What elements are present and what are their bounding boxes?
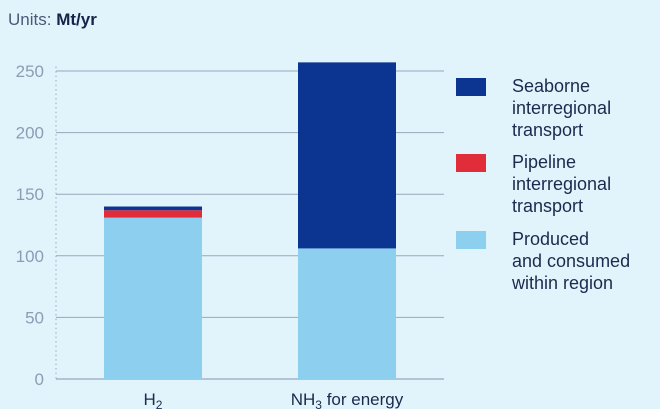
y-tick-label-100: 100	[16, 247, 44, 266]
y-tick-label-0: 0	[35, 370, 44, 389]
y-tick-label-250: 250	[16, 62, 44, 81]
y-tick-labels: 0 50 100 150 200 250	[16, 62, 44, 389]
legend-swatch-0	[456, 78, 486, 96]
x-category-label-0: H2	[144, 390, 163, 409]
bar-nh3-series-2	[298, 62, 396, 249]
y-tick-label-150: 150	[16, 185, 44, 204]
legend-label-1: Pipeline interregional transport	[512, 152, 612, 216]
units-label: Units:	[8, 10, 52, 29]
bar-h2-series-0	[104, 217, 202, 379]
legend-label-0: Seaborne interregional transport	[512, 76, 612, 140]
bars	[104, 62, 396, 379]
bar-h2-series-1	[104, 210, 202, 218]
units-value: Mt/yr	[56, 10, 97, 29]
bar-h2-series-2	[104, 206, 202, 211]
legend-label-2: Produced and consumed within region	[512, 229, 631, 293]
y-tick-label-50: 50	[25, 308, 44, 327]
x-category-label-1: NH3 for energy	[291, 390, 404, 409]
y-tick-label-200: 200	[16, 124, 44, 143]
units-caption: Units: Mt/yr	[8, 10, 97, 30]
bar-nh3-series-0	[298, 248, 396, 379]
legend-swatch-1	[456, 154, 486, 172]
x-category-labels: H2 NH3 for energy	[144, 390, 404, 409]
legend-swatch-2	[456, 231, 486, 249]
